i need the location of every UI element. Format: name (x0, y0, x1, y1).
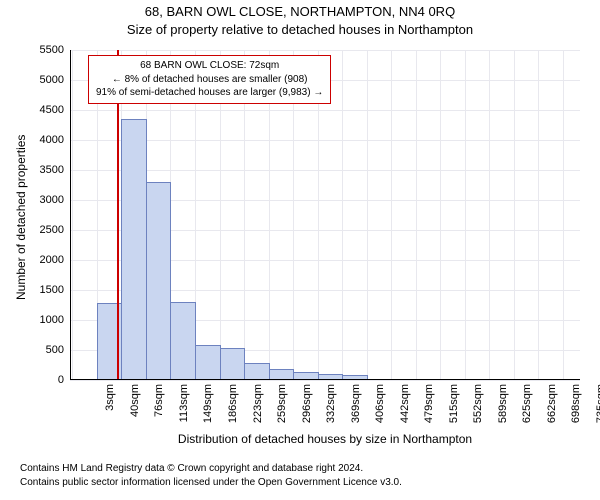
y-axis-label: Number of detached properties (14, 135, 28, 300)
grid-line-v (440, 50, 441, 380)
annotation-line-1: 68 BARN OWL CLOSE: 72sqm (96, 59, 323, 73)
grid-line-v (538, 50, 539, 380)
histogram-bar (121, 119, 147, 380)
x-tick-label: 735sqm (593, 384, 600, 444)
grid-line-v (465, 50, 466, 380)
y-tick-label: 2500 (40, 224, 70, 236)
y-tick-label: 3000 (40, 194, 70, 206)
y-axis-line (70, 50, 71, 380)
grid-line-v (342, 50, 343, 380)
y-tick-label: 1000 (40, 314, 70, 326)
grid-line-v (489, 50, 490, 380)
y-tick-label: 5000 (40, 74, 70, 86)
x-axis-label: Distribution of detached houses by size … (70, 432, 580, 446)
y-tick-label: 5500 (40, 44, 70, 56)
grid-line-v (416, 50, 417, 380)
property-annotation: 68 BARN OWL CLOSE: 72sqm← 8% of detached… (88, 55, 331, 104)
grid-line-v (367, 50, 368, 380)
grid-line-v (391, 50, 392, 380)
y-tick-label: 4000 (40, 134, 70, 146)
y-tick-label: 500 (46, 344, 70, 356)
histogram-bar (170, 302, 196, 380)
grid-line-h (70, 380, 580, 381)
grid-line-v (72, 50, 73, 380)
histogram-bar (146, 182, 171, 380)
annotation-line-3: 91% of semi-detached houses are larger (… (96, 86, 323, 100)
footer-attribution-2: Contains public sector information licen… (20, 477, 580, 488)
y-tick-label: 0 (58, 374, 70, 386)
histogram-plot: 0500100015002000250030003500400045005000… (70, 50, 580, 380)
grid-line-v (514, 50, 515, 380)
histogram-bar (244, 363, 270, 380)
page-title-line2: Size of property relative to detached ho… (0, 22, 600, 37)
histogram-bar (195, 345, 221, 380)
grid-line-v (563, 50, 564, 380)
page-title-line1: 68, BARN OWL CLOSE, NORTHAMPTON, NN4 0RQ (0, 4, 600, 19)
footer-attribution-1: Contains HM Land Registry data © Crown c… (20, 463, 580, 474)
y-tick-label: 3500 (40, 164, 70, 176)
histogram-bar (220, 348, 245, 380)
annotation-line-2: ← 8% of detached houses are smaller (908… (96, 73, 323, 87)
x-axis-line (70, 379, 580, 380)
y-tick-label: 2000 (40, 254, 70, 266)
y-tick-label: 1500 (40, 284, 70, 296)
y-tick-label: 4500 (40, 104, 70, 116)
